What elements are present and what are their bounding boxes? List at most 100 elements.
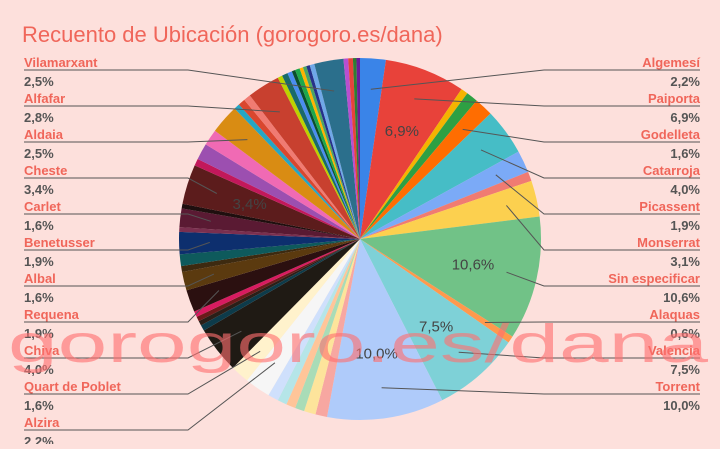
slice-sin-especificar	[360, 216, 541, 337]
leader-line	[24, 105, 280, 113]
slice-aldaia	[214, 108, 360, 239]
leader-lines	[24, 69, 700, 431]
slice-40	[238, 99, 360, 239]
slice-paiporta	[360, 59, 462, 240]
slice-callouts: Algemesí 2,2% Paiporta 6,9% Godelleta 1,6% Cat…	[24, 55, 701, 449]
slice-23	[198, 239, 360, 326]
callout-percent: 0,6%	[670, 326, 700, 341]
chart-title: Recuento de Ubicación (gorogoro.es/dana)	[22, 22, 443, 47]
leader-line	[24, 177, 218, 194]
slice-vilamarxant	[314, 58, 360, 240]
slice-algemesi	[360, 58, 386, 239]
callout-name: Picassent	[639, 199, 700, 214]
leader-line	[370, 69, 700, 90]
callout-name: Chiva	[24, 343, 60, 358]
callout-name: Vilamarxant	[24, 55, 98, 70]
callout-percent: 2,2%	[24, 434, 54, 444]
leader-line	[414, 98, 700, 107]
slice-28	[181, 239, 360, 272]
leader-line	[381, 387, 700, 395]
slice-16	[286, 239, 360, 408]
leader-line	[480, 149, 700, 179]
slice-3	[360, 93, 477, 240]
slice-24	[196, 239, 360, 322]
slice-39	[234, 104, 360, 240]
leader-line	[24, 69, 335, 92]
callout-name: Aldaia	[24, 127, 64, 142]
callout-name: Alaquas	[649, 307, 700, 322]
slice-value-label: 6,9%	[385, 123, 419, 140]
slice-monserrat	[360, 180, 540, 239]
leader-line	[24, 290, 220, 323]
slice-alzira	[247, 239, 360, 396]
callout-name: Monserrat	[637, 235, 701, 250]
slice-56	[356, 57, 360, 239]
callout-name: Carlet	[24, 199, 62, 214]
callout-percent: 1,6%	[670, 146, 700, 161]
callout-name: Catarroja	[643, 163, 701, 178]
leader-line	[24, 273, 215, 287]
callout-name: Torrent	[655, 379, 700, 394]
callout-percent: 4,0%	[670, 182, 700, 197]
slice-benetusser	[178, 231, 360, 255]
callout-percent: 1,9%	[24, 254, 54, 269]
slice-37	[205, 130, 360, 239]
callout-percent: 3,4%	[24, 182, 54, 197]
leader-line	[24, 241, 210, 251]
slice-value-label: 7,5%	[419, 318, 453, 335]
callout-percent: 1,6%	[24, 218, 54, 233]
slice-22	[200, 239, 360, 331]
slice-value-label: 10,0%	[355, 346, 398, 363]
leader-line	[484, 321, 700, 323]
slice-36	[197, 144, 360, 239]
callout-percent: 2,5%	[24, 146, 54, 161]
slice-33	[181, 203, 360, 239]
leader-line	[458, 351, 700, 359]
slice-44	[282, 73, 360, 239]
leader-line	[462, 128, 700, 143]
slice-47	[295, 68, 360, 239]
slice-55	[352, 58, 360, 239]
callout-percent: 1,9%	[24, 326, 54, 341]
watermark: gorogoro.es/dana	[8, 314, 710, 374]
callout-percent: 6,9%	[670, 110, 700, 125]
slice-13	[315, 239, 360, 417]
leader-line	[506, 205, 700, 251]
inside-labels: 6,9% 10,6% 7,5% 10,0% 3,4%	[232, 123, 494, 363]
slice-picassent	[360, 151, 529, 239]
leader-line	[24, 350, 261, 395]
slice-godelleta	[360, 100, 491, 239]
callout-percent: 10,6%	[663, 290, 700, 305]
slice-53	[343, 58, 360, 239]
callout-percent: 4,0%	[24, 362, 54, 377]
leader-line	[24, 362, 276, 431]
callout-percent: 10,0%	[663, 398, 700, 413]
leader-line	[24, 330, 242, 359]
leader-line	[495, 174, 700, 215]
slice-alfafar	[249, 77, 360, 239]
slice-quart-de-poblet	[232, 239, 360, 381]
callout-percent: 3,1%	[670, 254, 700, 269]
slice-15	[295, 239, 360, 412]
callout-name: Cheste	[24, 163, 67, 178]
slice-2	[360, 89, 468, 239]
callout-name: Sin especificar	[608, 271, 700, 286]
slice-31	[179, 227, 360, 239]
callout-name: Benetusser	[24, 235, 95, 250]
slice-45	[287, 71, 360, 239]
slice-torrent	[327, 239, 443, 420]
slice-49	[302, 66, 360, 239]
callout-percent: 1,6%	[24, 398, 54, 413]
callout-name: Algemesí	[642, 55, 700, 70]
leader-line	[506, 271, 700, 287]
slice-7	[360, 171, 532, 239]
slice-29	[179, 239, 360, 267]
slice-50	[306, 65, 360, 240]
callout-name: Paiporta	[648, 91, 701, 106]
callout-percent: 2,2%	[670, 74, 700, 89]
callout-name: Quart de Poblet	[24, 379, 121, 394]
slice-17	[277, 239, 360, 405]
slice-25	[194, 239, 360, 317]
